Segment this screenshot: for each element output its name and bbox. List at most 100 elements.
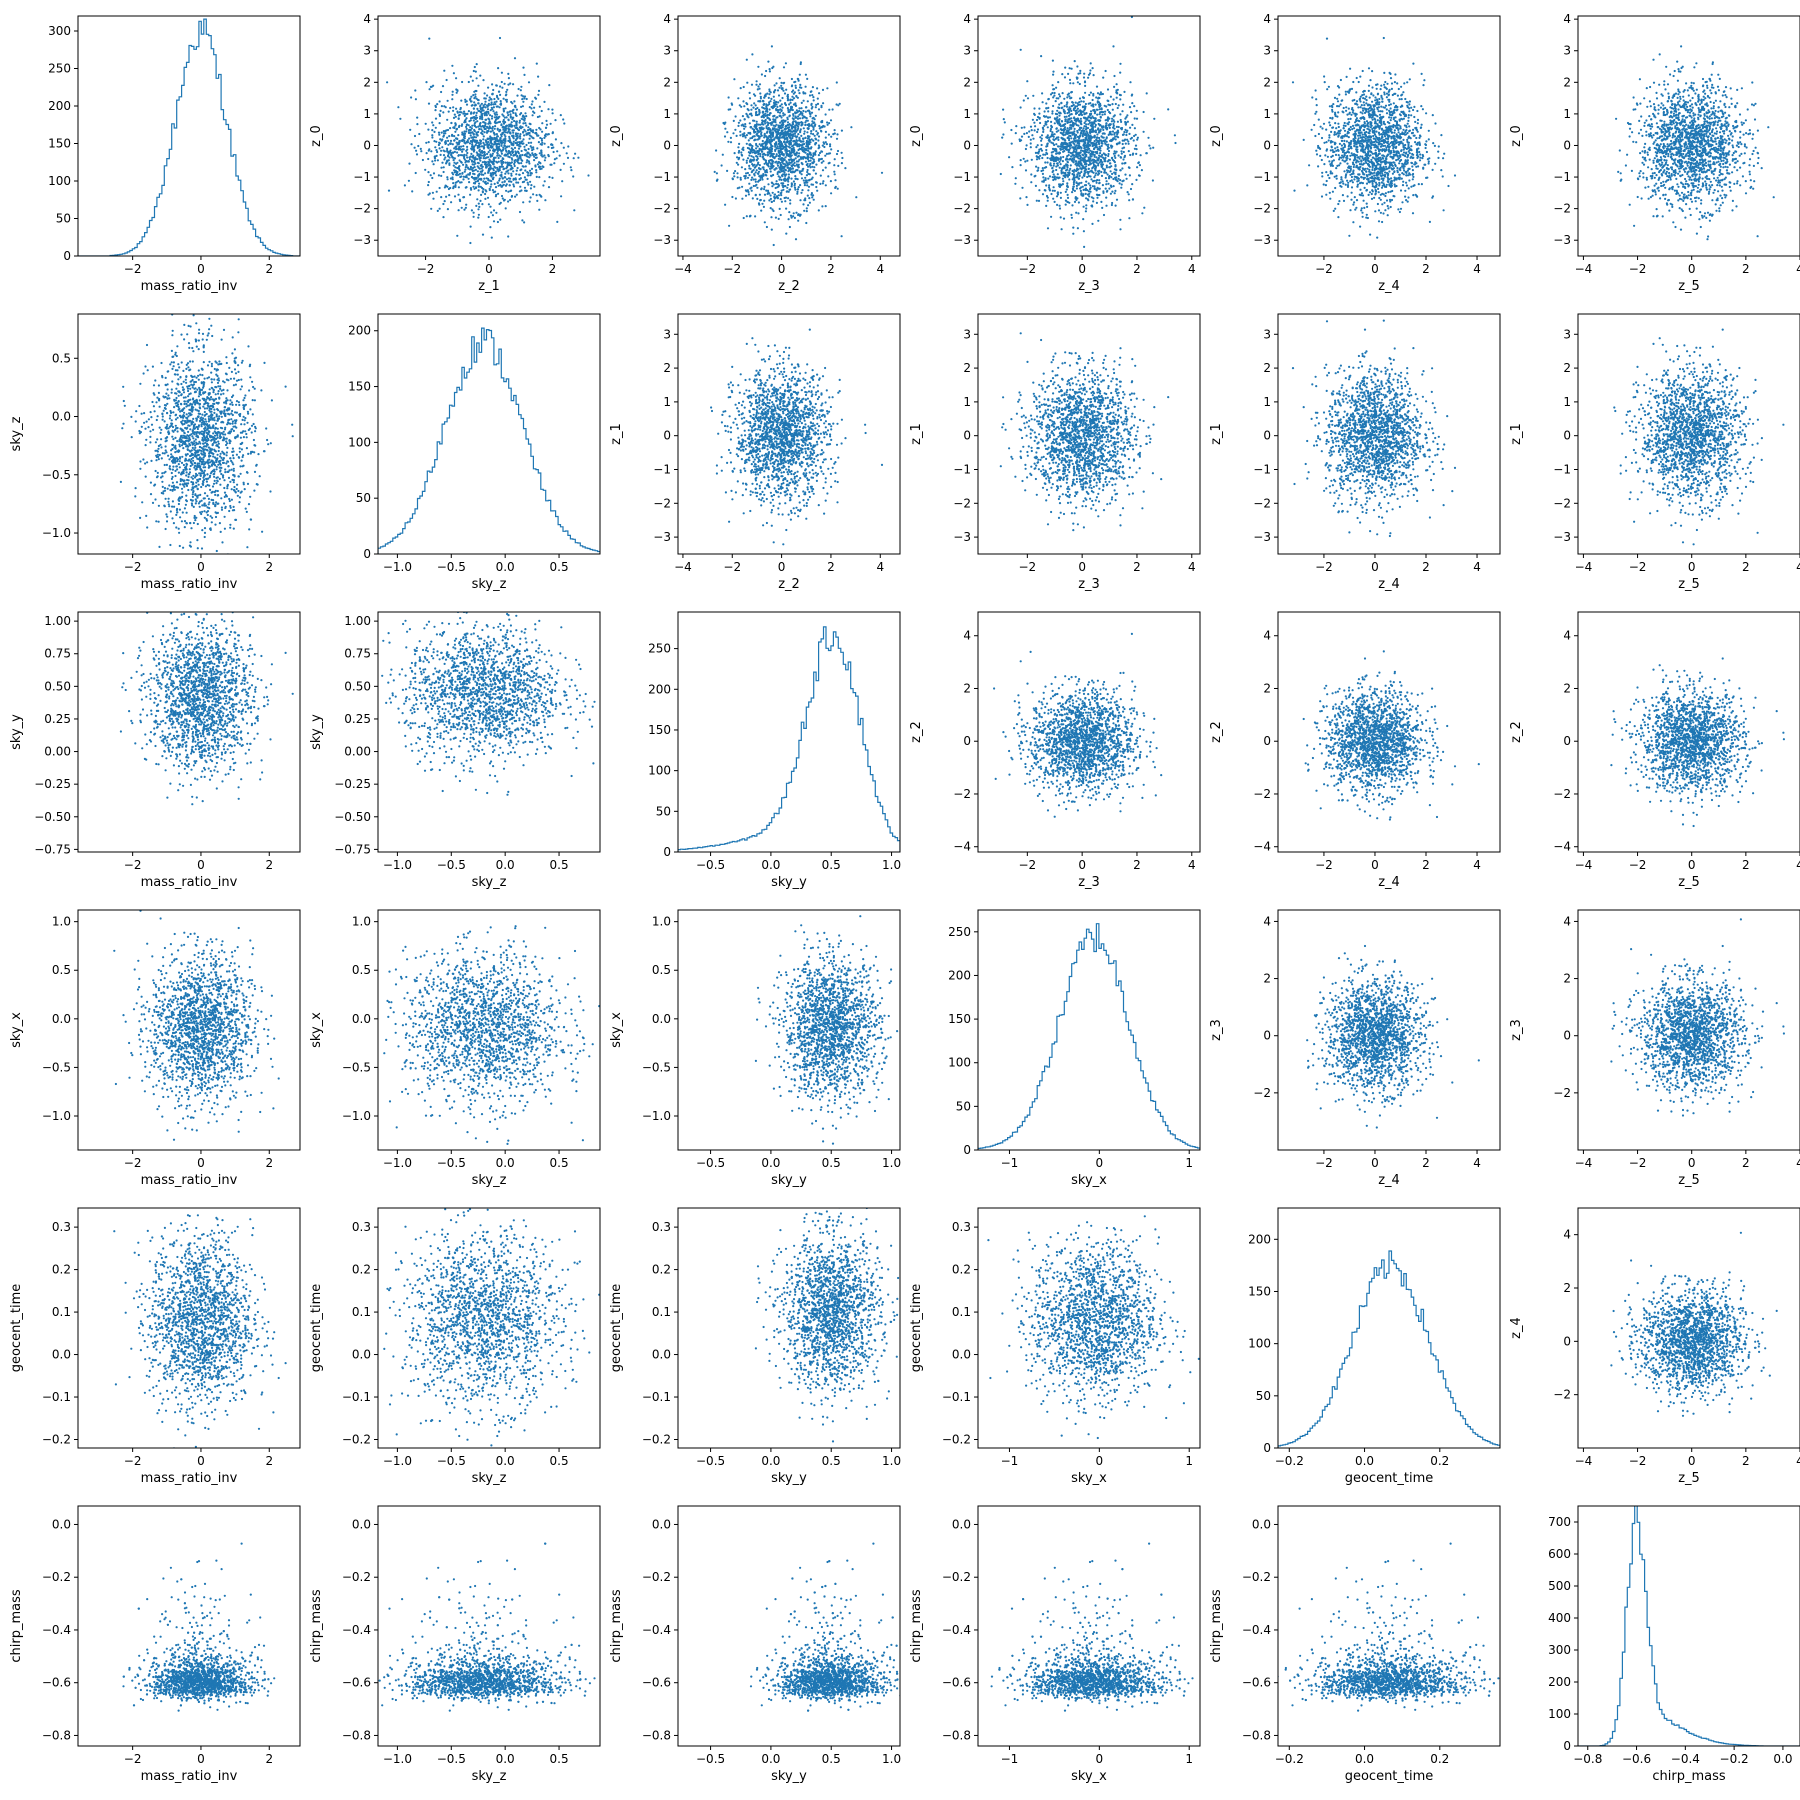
scatter-point [452,151,455,154]
scatter-point [778,154,781,158]
scatter-point [473,124,476,127]
scatter-point [805,221,808,225]
scatter-point [1051,189,1054,192]
scatter-point [444,184,447,187]
scatter-point [1105,190,1108,193]
scatter-point [1080,139,1083,142]
scatter-point [768,141,771,144]
scatter-point [1089,190,1092,193]
scatter-point [715,149,718,152]
scatter-point [755,125,758,128]
scatter-point [764,145,767,148]
scatter-point [1099,102,1102,105]
scatter-point [463,141,466,144]
scatter-point [475,204,478,207]
scatter-point [819,129,823,132]
scatter-point [772,243,775,247]
scatter-point [518,119,522,122]
scatter-point [1092,148,1096,151]
scatter-point [486,94,489,97]
scatter-point [1027,135,1030,138]
scatter-point [770,148,773,151]
scatter-point [469,187,472,190]
scatter-point [1055,150,1058,153]
scatter-point [397,106,400,109]
scatter-point [466,156,469,159]
scatter-point [794,86,798,89]
scatter-point [1126,114,1129,117]
scatter-point [1130,111,1133,114]
scatter-point [739,87,742,90]
scatter-point [1101,153,1104,157]
scatter-point [759,95,762,98]
scatter-point [729,136,733,139]
scatter-point [466,148,469,151]
scatter-point [753,119,756,122]
scatter-point [519,142,522,145]
scatter-point [480,170,483,173]
scatter-point [783,102,787,105]
scatter-point [490,183,493,186]
scatter-point [512,154,515,157]
scatter-point [1091,144,1094,148]
scatter-point [455,77,458,80]
scatter-point [1050,154,1053,157]
scatter-point [1151,179,1154,182]
scatter-point [1127,140,1130,143]
scatter-point [761,174,764,177]
scatter-point [513,100,516,103]
scatter-point [500,152,503,155]
scatter-point [840,151,843,154]
scatter-point [503,144,506,147]
scatter-point [484,106,487,109]
scatter-point [783,138,787,141]
scatter-point [738,149,741,153]
scatter-point [720,164,723,167]
scatter-point [780,200,784,203]
scatter-point [451,64,454,67]
scatter-point [769,131,772,135]
scatter-point [789,214,793,217]
scatter-point [801,189,804,192]
scatter-point [1052,96,1055,99]
scatter-point [750,146,754,150]
scatter-point [411,190,414,193]
scatter-point [1098,142,1101,146]
scatter-point [1068,117,1072,120]
scatter-point [1052,104,1055,108]
scatter-point [743,175,746,178]
scatter-point [795,160,799,163]
scatter-point [786,162,789,166]
scatter-point [1054,100,1057,103]
scatter-point [1081,159,1085,162]
scatter-point [1105,180,1108,183]
scatter-point [1113,154,1116,158]
scatter-point [490,98,493,101]
scatter-point [523,97,526,100]
scatter-point [823,145,826,149]
scatter-point [1094,129,1097,132]
scatter-point [478,124,481,127]
scatter-point [487,161,491,164]
scatter-point [529,174,532,177]
scatter-point [477,125,480,128]
scatter-point [1135,148,1138,151]
scatter-point [825,152,829,155]
scatter-point [763,185,766,188]
scatter-point [762,168,765,171]
scatter-point [796,192,799,195]
scatter-point [1105,204,1108,207]
scatter-point [751,127,754,130]
scatter-point [513,164,516,168]
scatter-point [519,113,522,116]
scatter-point [761,106,764,109]
scatter-point [492,191,495,194]
scatter-point [472,156,475,159]
scatter-point [809,166,812,169]
scatter-point [1106,160,1109,163]
scatter-point [490,174,493,177]
scatter-point [806,168,809,172]
scatter-point [545,119,548,122]
scatter-point [808,141,811,144]
scatter-point [565,152,568,155]
